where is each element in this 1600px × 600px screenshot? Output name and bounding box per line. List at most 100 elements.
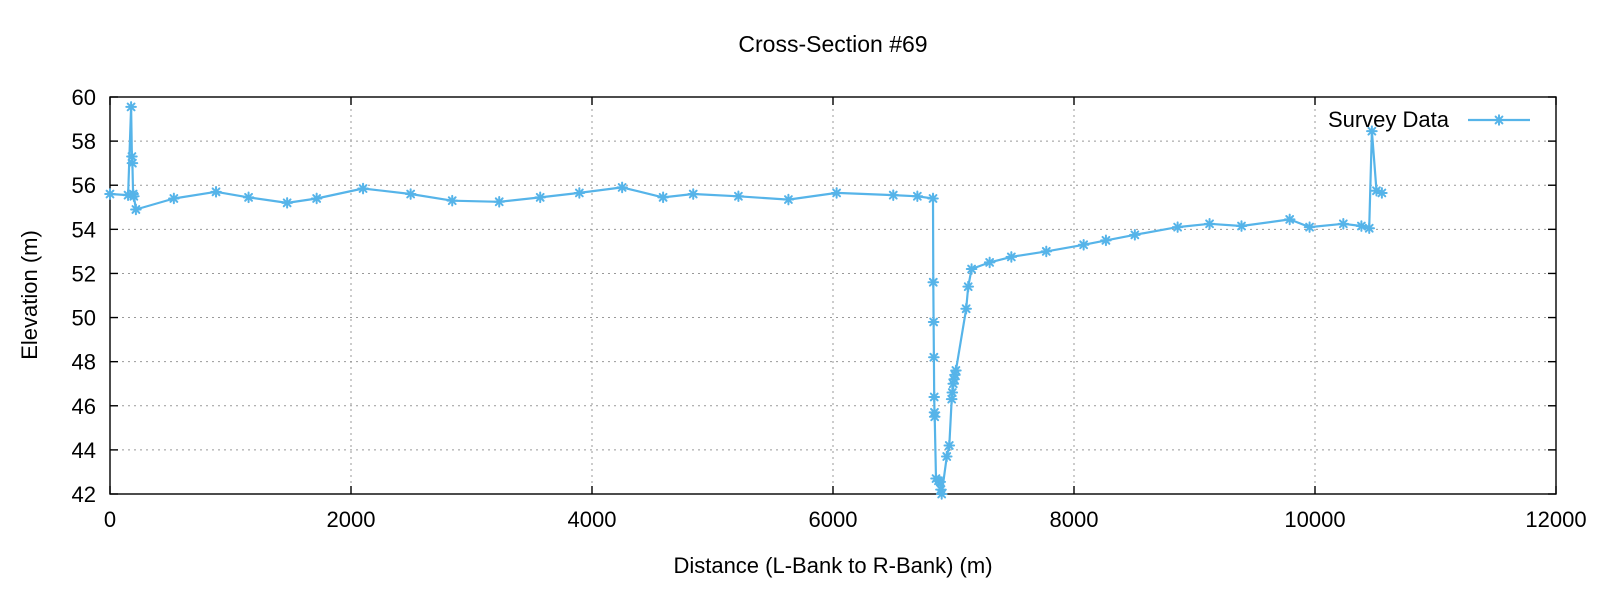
marker-stroke <box>1367 126 1377 136</box>
y-tick-label: 46 <box>72 394 96 419</box>
marker-stroke <box>312 194 322 203</box>
marker-stroke <box>131 205 141 214</box>
asterisk-marker <box>1077 238 1090 251</box>
marker-stroke <box>1237 221 1246 231</box>
asterisk-marker <box>168 192 180 205</box>
asterisk-marker <box>927 276 940 289</box>
asterisk-marker <box>943 439 956 452</box>
marker-stroke <box>1173 222 1183 232</box>
asterisk-marker <box>573 187 586 199</box>
marker-stroke <box>947 388 957 397</box>
asterisk-marker <box>946 386 959 399</box>
marker-stroke <box>1356 221 1366 231</box>
asterisk-marker <box>657 191 669 204</box>
marker-stroke <box>1006 252 1016 262</box>
asterisk-marker <box>928 391 941 403</box>
asterisk-marker <box>1366 125 1378 137</box>
y-tick-label: 54 <box>72 217 96 242</box>
series-markers <box>104 101 1388 500</box>
marker-stroke <box>930 412 940 422</box>
marker-stroke <box>967 264 976 274</box>
marker-stroke <box>1130 230 1140 240</box>
x-tick-label: 12000 <box>1525 507 1586 532</box>
asterisk-marker <box>687 188 700 200</box>
marker-stroke <box>1079 240 1089 250</box>
marker-stroke <box>447 196 457 206</box>
marker-stroke <box>244 192 253 202</box>
marker-stroke <box>1338 219 1348 229</box>
marker-stroke <box>1364 223 1374 233</box>
marker-stroke <box>574 188 584 198</box>
asterisk-marker <box>965 263 978 275</box>
marker-stroke <box>211 187 221 197</box>
y-tick-label: 60 <box>72 85 96 110</box>
marker-stroke <box>358 184 368 193</box>
y-tick-label: 48 <box>72 350 96 375</box>
marker-stroke <box>929 317 939 327</box>
asterisk-marker <box>1040 245 1053 258</box>
legend-asterisk-marker <box>1493 114 1505 126</box>
marker-stroke <box>1205 219 1214 229</box>
marker-stroke <box>128 158 137 168</box>
asterisk-marker <box>126 157 139 169</box>
asterisk-marker <box>310 192 323 205</box>
series-line <box>108 105 1384 496</box>
asterisk-marker <box>1129 229 1141 241</box>
asterisk-marker <box>1303 221 1316 233</box>
marker-stroke <box>1305 222 1314 232</box>
asterisk-marker <box>1005 251 1018 263</box>
asterisk-marker <box>357 182 369 195</box>
asterisk-marker <box>911 190 924 203</box>
marker-stroke <box>1285 215 1295 224</box>
legend: Survey Data <box>1240 107 1532 133</box>
marker-stroke <box>617 183 627 192</box>
marker-stroke <box>282 198 292 208</box>
asterisk-marker <box>1100 234 1112 247</box>
legend-label: Survey Data <box>1327 107 1449 132</box>
asterisk-marker <box>732 190 745 203</box>
asterisk-marker <box>782 193 795 206</box>
marker-stroke <box>535 192 545 202</box>
asterisk-marker <box>934 476 947 488</box>
marker-stroke <box>961 304 971 314</box>
marker-stroke <box>929 392 939 402</box>
asterisk-marker <box>962 280 975 293</box>
asterisk-marker <box>130 203 142 216</box>
marker-stroke <box>105 189 115 199</box>
asterisk-marker <box>935 488 948 500</box>
marker-stroke <box>1041 246 1051 256</box>
x-tick-label: 6000 <box>809 507 858 532</box>
asterisk-marker <box>928 351 940 364</box>
x-tick-label: 4000 <box>568 507 617 532</box>
marker-stroke <box>1101 235 1111 245</box>
asterisk-marker <box>960 302 972 315</box>
marker-stroke <box>985 258 995 267</box>
marker-stroke <box>928 194 938 203</box>
x-tick-label: 10000 <box>1284 507 1345 532</box>
marker-stroke <box>947 394 957 404</box>
asterisk-marker <box>616 181 628 194</box>
marker-stroke <box>935 477 945 487</box>
y-tick-label: 42 <box>72 482 96 507</box>
asterisk-marker <box>1171 221 1184 233</box>
y-tick-label: 52 <box>72 261 96 286</box>
marker-stroke <box>406 189 416 199</box>
asterisk-marker <box>128 190 140 203</box>
asterisk-marker <box>927 192 939 205</box>
asterisk-marker <box>242 191 255 204</box>
chart-title: Cross-Section #69 <box>738 31 928 57</box>
marker-stroke <box>127 152 137 161</box>
asterisk-marker <box>104 188 116 200</box>
x-tick-label: 0 <box>104 507 116 532</box>
y-tick-label: 44 <box>72 438 96 463</box>
marker-stroke <box>658 192 668 202</box>
asterisk-marker <box>1283 213 1296 226</box>
marker-stroke <box>494 197 504 207</box>
asterisk-marker <box>887 189 900 201</box>
x-axis-label: Distance (L-Bank to R-Bank) (m) <box>673 553 993 578</box>
asterisk-marker <box>1235 220 1248 232</box>
asterisk-marker <box>446 194 459 207</box>
marker-stroke <box>1372 186 1381 196</box>
